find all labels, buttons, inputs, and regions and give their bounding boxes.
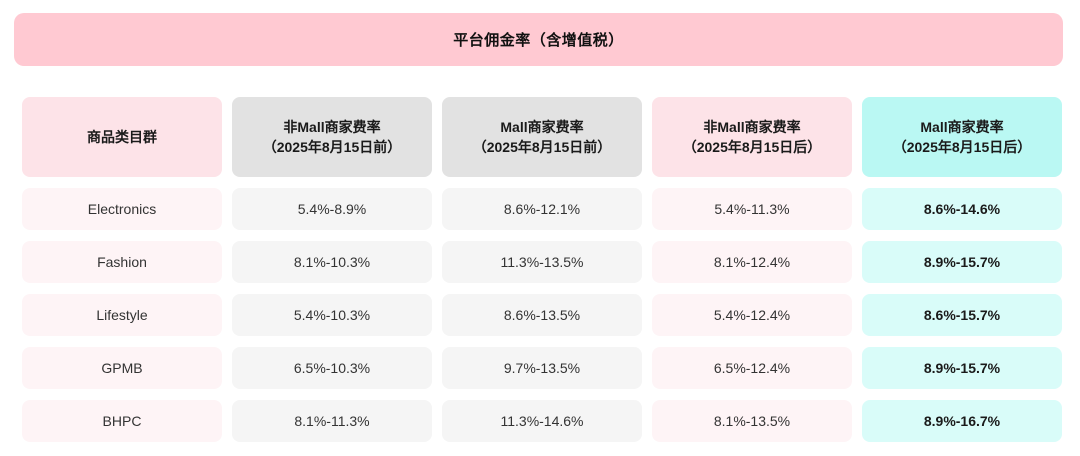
category-cell: Lifestyle (22, 294, 222, 336)
rate-cell: 8.6%-15.7% (862, 294, 1062, 336)
rate-cell: 8.9%-15.7% (862, 347, 1062, 389)
column-header-mall-after: Mall商家费率 （2025年8月15日后） (862, 97, 1062, 177)
table-title: 平台佣金率（含增值税） (453, 32, 624, 49)
column-header-label: Mall商家费率 (500, 118, 584, 135)
column-header-sublabel: （2025年8月15日前） (262, 139, 402, 155)
table-title-banner: 平台佣金率（含增值税） (14, 13, 1063, 66)
column-header-label: 非Mall商家费率 (703, 118, 801, 135)
category-cell: GPMB (22, 347, 222, 389)
rate-cell: 8.9%-16.7% (862, 400, 1062, 442)
commission-rate-table: 商品类目群 非Mall商家费率 （2025年8月15日前） Mall商家费率 （… (22, 97, 1062, 442)
rate-cell: 8.1%-10.3% (232, 241, 432, 283)
rate-cell: 6.5%-12.4% (652, 347, 852, 389)
rate-cell: 11.3%-14.6% (442, 400, 642, 442)
rate-cell: 5.4%-8.9% (232, 188, 432, 230)
column-header-mall-before: Mall商家费率 （2025年8月15日前） (442, 97, 642, 177)
rate-cell: 8.1%-12.4% (652, 241, 852, 283)
rate-cell: 11.3%-13.5% (442, 241, 642, 283)
column-header-category: 商品类目群 (22, 97, 222, 177)
category-cell: BHPC (22, 400, 222, 442)
column-header-sublabel: （2025年8月15日前） (472, 139, 612, 155)
column-header-label: 非Mall商家费率 (283, 118, 381, 135)
rate-cell: 5.4%-10.3% (232, 294, 432, 336)
category-cell: Electronics (22, 188, 222, 230)
rate-cell: 6.5%-10.3% (232, 347, 432, 389)
rate-cell: 8.6%-12.1% (442, 188, 642, 230)
rate-cell: 5.4%-11.3% (652, 188, 852, 230)
rate-cell: 8.1%-11.3% (232, 400, 432, 442)
rate-cell: 8.6%-13.5% (442, 294, 642, 336)
column-header-label: Mall商家费率 (920, 118, 1004, 135)
column-header-nonmall-after: 非Mall商家费率 （2025年8月15日后） (652, 97, 852, 177)
rate-cell: 5.4%-12.4% (652, 294, 852, 336)
rate-cell: 8.9%-15.7% (862, 241, 1062, 283)
rate-cell: 9.7%-13.5% (442, 347, 642, 389)
rate-cell: 8.6%-14.6% (862, 188, 1062, 230)
column-header-nonmall-before: 非Mall商家费率 （2025年8月15日前） (232, 97, 432, 177)
category-cell: Fashion (22, 241, 222, 283)
rate-cell: 8.1%-13.5% (652, 400, 852, 442)
column-header-sublabel: （2025年8月15日后） (892, 139, 1032, 155)
column-header-label: 商品类目群 (87, 128, 157, 145)
column-header-sublabel: （2025年8月15日后） (682, 139, 822, 155)
